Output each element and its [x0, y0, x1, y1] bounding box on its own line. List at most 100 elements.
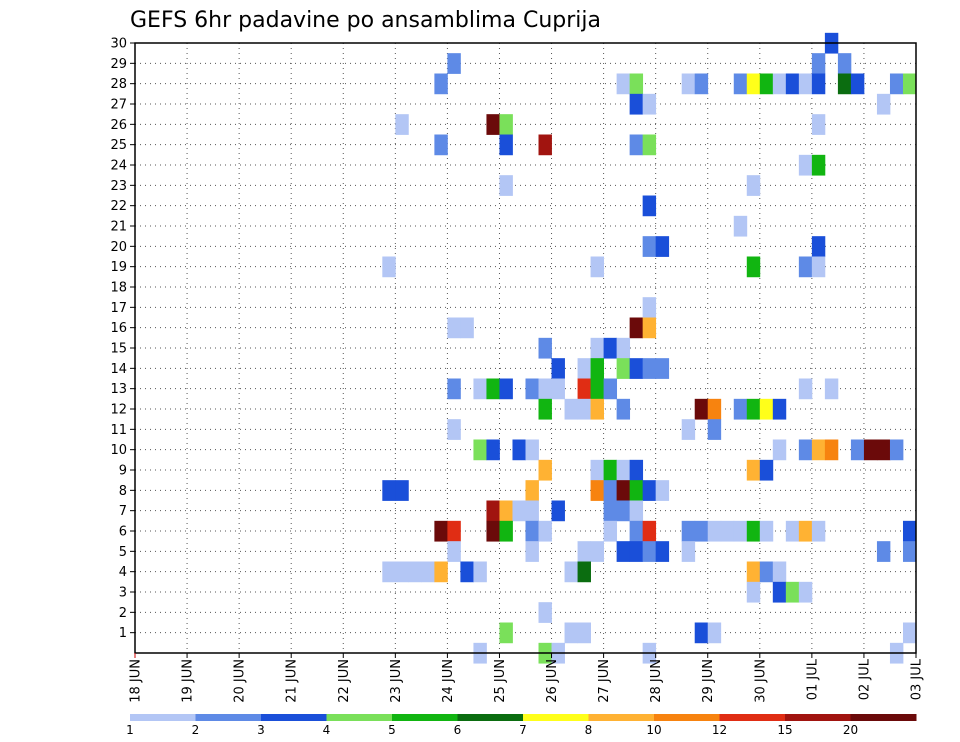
precip-cell [538, 459, 552, 481]
precip-cell [798, 73, 813, 95]
y-tick-label: 11 [110, 423, 127, 438]
precip-cell [460, 317, 474, 339]
x-tick-label: 26 JUN [545, 659, 560, 703]
precip-cell [629, 134, 644, 156]
precip-cell [590, 378, 604, 400]
precip-cell [811, 114, 826, 135]
precip-cell [785, 73, 800, 95]
y-tick-label: 30 [110, 37, 127, 52]
y-tick-label: 27 [110, 98, 127, 113]
y-tick-label: 5 [119, 545, 127, 560]
precip-cell [798, 581, 813, 603]
precip-cell [525, 480, 539, 501]
precip-cell [629, 480, 644, 501]
precip-cell [538, 520, 552, 542]
precip-cell [876, 541, 891, 562]
precip-cell [707, 398, 722, 420]
precip-cell [473, 378, 487, 400]
precip-cell [876, 439, 891, 461]
precip-cell [772, 581, 787, 603]
y-tick-label: 14 [110, 362, 127, 377]
y-tick-label: 19 [110, 260, 127, 275]
precip-cell [629, 358, 644, 379]
colorbar-label: 20 [843, 723, 858, 737]
precip-cell [460, 561, 474, 583]
precip-cell [746, 459, 761, 481]
y-tick-label: 10 [110, 443, 127, 458]
precip-cell [447, 317, 461, 339]
precip-cell [512, 500, 526, 522]
colorbar-label: 6 [454, 723, 462, 737]
precip-cell [681, 73, 696, 95]
colorbar-label: 7 [519, 723, 527, 737]
colorbar-label: 8 [585, 723, 593, 737]
y-tick-label: 22 [110, 199, 127, 214]
precip-cell [538, 337, 552, 359]
precip-cell [811, 73, 826, 95]
precip-cell [473, 561, 487, 583]
x-tick-label: 02 JUL [857, 658, 872, 700]
colorbar-label: 4 [323, 723, 331, 737]
precip-cell [824, 439, 839, 461]
precip-cell [525, 541, 539, 562]
precip-cell [486, 500, 500, 522]
precip-cell [408, 561, 422, 583]
y-tick-label: 23 [110, 179, 127, 194]
x-tick-label: 30 JUN [753, 659, 768, 703]
precip-cell [603, 459, 618, 481]
y-tick-label: 7 [119, 504, 127, 519]
precip-cell [642, 195, 657, 217]
y-axis: 1234567891011121314151617181920212223242… [110, 37, 135, 641]
precip-cell [642, 541, 657, 562]
x-tick-label: 03 JUL [910, 658, 925, 700]
precip-cell [902, 520, 917, 542]
precip-cell [525, 439, 539, 461]
precip-cell [798, 378, 813, 400]
precip-cell [837, 53, 852, 74]
precip-cell [616, 480, 631, 501]
y-tick-label: 21 [110, 220, 127, 235]
precip-cell [642, 236, 657, 257]
precip-cell [889, 439, 904, 461]
precip-cell [642, 297, 657, 318]
colorbar-swatch [392, 714, 458, 721]
colorbar-swatch [654, 714, 720, 721]
precip-cell [811, 154, 826, 176]
y-tick-label: 16 [110, 321, 127, 336]
precip-cell [382, 561, 396, 583]
precip-cell [850, 439, 865, 461]
precip-cell [538, 602, 552, 623]
y-tick-label: 6 [119, 525, 127, 540]
precip-cell [447, 378, 461, 400]
precip-cell [902, 541, 917, 562]
precip-cell [772, 561, 787, 583]
precip-cell [421, 561, 435, 583]
precip-cell [655, 480, 670, 501]
colorbar-swatch [261, 714, 327, 721]
precip-cell [603, 520, 618, 542]
precip-cell [590, 541, 604, 562]
precip-cell [551, 358, 565, 379]
precip-cell [902, 73, 917, 95]
precip-cell [564, 398, 578, 420]
colorbar-swatch [785, 714, 851, 721]
colorbar-swatch [850, 714, 917, 721]
precip-cell [642, 317, 657, 339]
precip-cell [629, 520, 644, 542]
precip-cell [759, 561, 774, 583]
precip-cell [434, 73, 448, 95]
precip-cell [616, 73, 631, 95]
colorbar-swatch [195, 714, 262, 721]
precip-cell [772, 73, 787, 95]
precip-cell [629, 500, 644, 522]
precip-cell [499, 622, 513, 644]
precip-cell [733, 398, 748, 420]
precip-cell [694, 398, 709, 420]
y-tick-label: 15 [110, 342, 127, 357]
precip-cell [616, 337, 631, 359]
y-tick-label: 26 [110, 118, 127, 133]
precip-cell [629, 459, 644, 481]
y-tick-label: 24 [110, 159, 127, 174]
precip-cell [811, 520, 826, 542]
